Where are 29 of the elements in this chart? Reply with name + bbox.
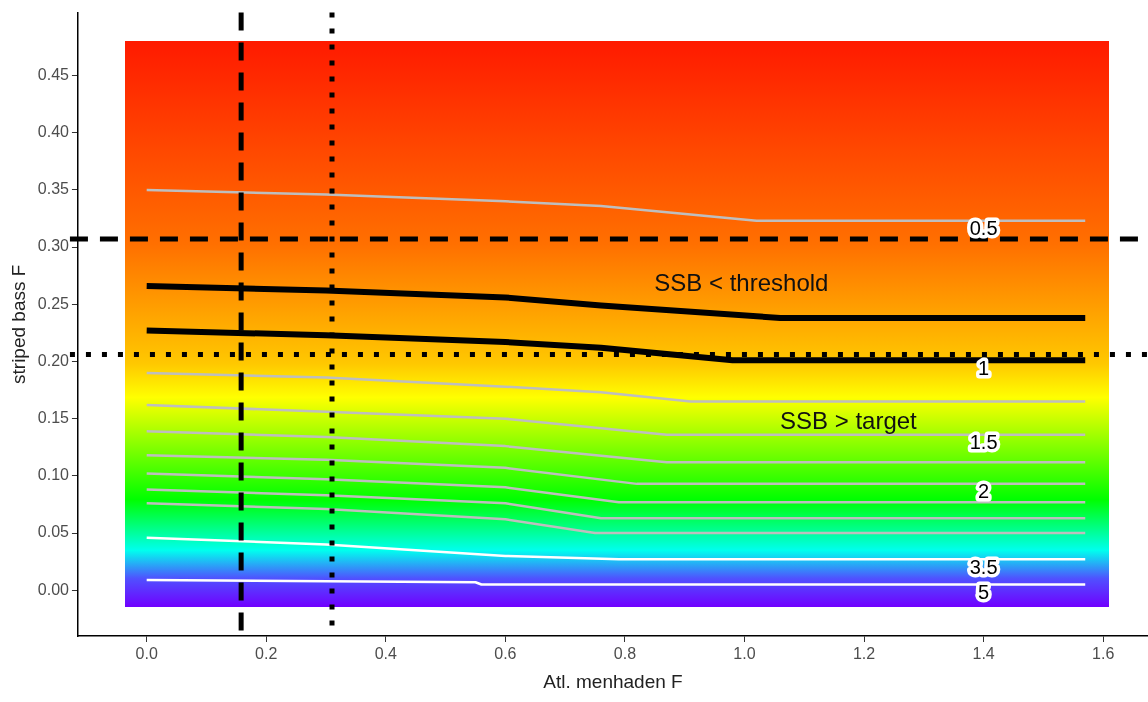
- y-tick-label: 0.05: [37, 523, 70, 541]
- y-tick-label: 0.30: [37, 237, 70, 255]
- y-tick-label: 0.20: [37, 351, 70, 369]
- x-tick-label: 0.6: [494, 645, 517, 663]
- y-tick-label: 0.45: [37, 65, 70, 83]
- y-tick-label: 0.10: [37, 466, 70, 484]
- series-label: 1.5: [969, 431, 998, 454]
- annotation: SSB < threshold: [654, 269, 829, 297]
- series-label: 3.5: [969, 555, 998, 578]
- y-tick-label: 0.00: [37, 580, 70, 598]
- x-tick-label: 0.4: [374, 645, 398, 663]
- series-label: 5: [978, 581, 990, 604]
- x-tick-label: 1.2: [852, 645, 876, 663]
- series-label: 0.5: [969, 217, 998, 240]
- annotation: SSB > target: [780, 407, 918, 435]
- y-axis-title: striped bass F: [7, 264, 29, 384]
- x-tick-label: 0.2: [255, 645, 278, 663]
- x-axis-title: Atl. menhaden F: [543, 670, 683, 692]
- y-tick-label: 0.15: [37, 409, 70, 427]
- x-tick-label: 1.4: [972, 645, 995, 663]
- y-tick-label: 0.40: [37, 123, 70, 141]
- x-tick-label: 1.6: [1092, 645, 1115, 663]
- y-tick-label: 0.25: [37, 294, 70, 312]
- x-tick-label: 0.0: [135, 645, 158, 663]
- y-tick-label: 0.35: [37, 180, 70, 198]
- x-tick-label: 1.0: [733, 645, 756, 663]
- x-tick-label: 0.8: [613, 645, 637, 663]
- series-label: 2: [978, 480, 990, 503]
- series-label: 1: [978, 356, 990, 379]
